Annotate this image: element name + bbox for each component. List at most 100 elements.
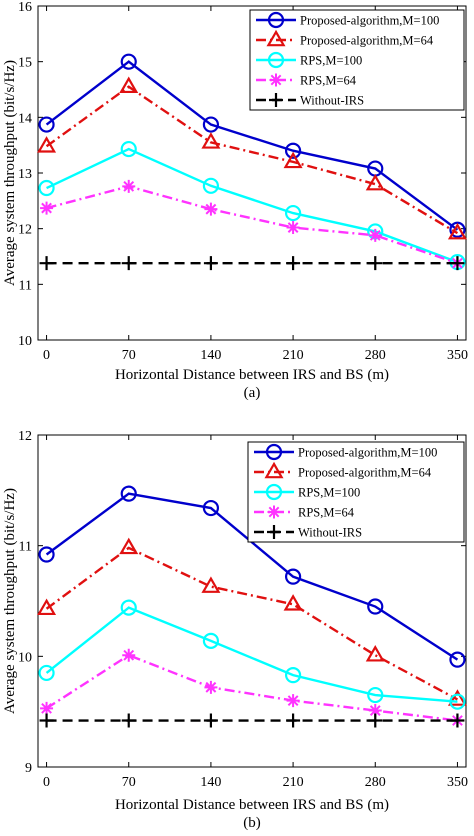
x-tick-label: 350 [447,775,468,790]
chart-panel-b: 9 10 11 12 0 70 140 210 280 350 Horizontal Distanc… [2,429,468,831]
x-axis-label: Horizontal Distance between IRS and BS (… [115,367,389,383]
x-tick-label: 210 [283,775,304,790]
y-tick-label: 15 [18,56,32,71]
x-axis-label: Horizontal Distance between IRS and BS (… [115,797,389,813]
data-point [122,179,136,193]
legend-label: Proposed-algorithm,M=100 [300,14,439,28]
data-point [449,693,466,710]
x-tick-label: 70 [122,775,136,790]
legend-marker [267,11,285,29]
series-3 [40,179,464,270]
data-point [38,116,55,133]
data-point [283,594,303,611]
legend-label: RPS,M=64 [300,74,357,88]
series-4 [39,256,465,271]
x-tick-label: 140 [200,775,221,790]
data-point [284,667,302,684]
data-point [202,499,220,517]
data-point [368,256,383,271]
data-point [368,704,382,718]
data-point [204,202,218,216]
data-point [120,485,137,502]
legend-marker [266,29,286,47]
data-point [39,256,54,271]
panel-label: (b) [243,815,261,831]
data-point [284,568,302,585]
series-2 [38,140,466,271]
data-point [37,598,57,616]
x-tick-label: 140 [200,348,221,363]
data-point [119,537,139,555]
plot-area-frame [37,434,467,768]
legend-marker [269,93,283,107]
data-point [367,686,384,704]
data-point [204,680,218,694]
y-tick-label: 9 [25,761,32,776]
chart-panel-a: 10 11 12 13 14 15 16 0 70 140 210 280 350 Horizontal … [2,0,468,401]
x-tick-label: 0 [43,348,50,363]
data-point [201,132,221,149]
data-point [368,228,382,242]
data-point [38,664,55,682]
legend-marker [267,51,285,69]
series-line [45,653,458,722]
series-3 [40,648,464,728]
panel-label: (a) [244,385,261,401]
y-axis-label: Average system throughput (bit/s/Hz) [2,60,18,286]
legend-label: RPS,M=64 [298,506,355,520]
data-point [284,142,302,159]
series-line [46,147,458,264]
data-point [450,256,465,271]
data-point [203,256,218,271]
data-point [286,694,300,708]
data-point [367,598,384,615]
y-tick-label: 12 [18,429,32,444]
data-point [201,576,221,593]
y-axis-label: Average system throughput (bit/s/Hz) [2,488,18,714]
x-tick-label: 280 [365,775,386,790]
data-point [447,222,467,240]
y-tick-label: 10 [18,650,32,665]
legend-label: Proposed-algorithm,M=100 [298,446,437,460]
data-point [120,599,137,616]
y-tick-label: 14 [18,111,32,126]
y-tick-label: 10 [18,334,32,349]
legend: Proposed-algorithm,M=100 Proposed-algorit… [249,9,465,111]
series-2 [38,599,466,710]
legend-marker [264,461,284,479]
legend-label: RPS,M=100 [298,486,360,500]
x-tick-label: 210 [283,348,304,363]
data-point [40,701,54,715]
data-point [119,76,139,94]
series-line [46,185,458,265]
y-tick-label: 16 [18,0,32,15]
legend-label: Proposed-algorithm,M=64 [300,34,434,48]
data-point [120,140,137,158]
y-tick-label: 13 [18,167,32,182]
series-line [45,85,459,235]
x-tick-label: 70 [122,348,136,363]
legend-marker [267,505,281,519]
data-point [121,713,136,728]
data-point [39,713,54,728]
legend-label: RPS,M=100 [300,54,362,68]
legend-marker [267,525,281,539]
legend: Proposed-algorithm,M=100 Proposed-algorit… [247,441,465,543]
data-point [368,713,383,728]
series-4 [39,713,465,728]
data-point [286,256,301,271]
y-tick-label: 11 [19,278,32,293]
legend-label: Proposed-algorithm,M=64 [298,466,432,480]
data-point [38,546,55,563]
data-point [122,648,136,662]
legend-label: Without-IRS [300,94,364,108]
series-1 [37,76,467,240]
data-point [202,632,220,649]
legend-marker [265,443,283,461]
x-tick-label: 280 [365,348,386,363]
y-tick-label: 12 [18,223,32,238]
data-point [449,651,466,668]
data-point [286,221,300,235]
